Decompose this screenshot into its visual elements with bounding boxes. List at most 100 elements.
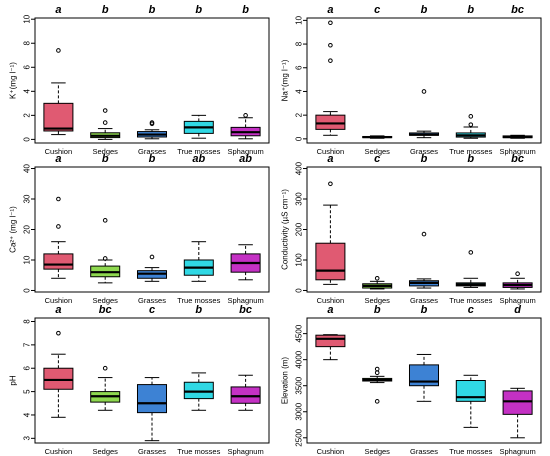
box-sphagnum: d Sphagnum xyxy=(499,304,535,456)
y-tick-label: 4500 xyxy=(295,324,304,342)
plot-frame xyxy=(306,317,542,444)
y-axis-label: Na⁺(mg l⁻¹) xyxy=(281,59,290,101)
box-sedges: b Sedges xyxy=(362,304,393,456)
outlier-point xyxy=(56,224,61,229)
x-tick-label: Cushion xyxy=(317,296,345,305)
y-tick-label: 3000 xyxy=(295,402,304,420)
x-tick-label: Grasses xyxy=(138,296,166,305)
y-tick-label: 40 xyxy=(23,164,32,173)
x-tick-label: Grasses xyxy=(138,447,166,456)
x-tick-label: Cushion xyxy=(317,447,345,456)
y-tick-label: 6 xyxy=(23,365,32,370)
x-tick-label: True mosses xyxy=(177,296,220,305)
panel-elev: 2500 3000 3500 4000 4500 Elevation (m) a Cushio… xyxy=(281,304,542,456)
y-tick-label: 3 xyxy=(23,436,32,441)
box-sedges: bc Sedges xyxy=(90,304,121,456)
outlier-point xyxy=(56,196,61,202)
outlier-point xyxy=(102,108,108,113)
box-body xyxy=(315,114,346,130)
outlier-point xyxy=(149,120,155,125)
group-letter: ab xyxy=(239,153,252,165)
x-tick-label: Sedges xyxy=(92,447,118,456)
outlier-point xyxy=(149,254,155,260)
group-letter: bc xyxy=(239,304,252,316)
outlier-point xyxy=(328,42,333,48)
outlier-point xyxy=(102,120,108,125)
y-tick-label: 200 xyxy=(295,222,304,236)
group-letter: d xyxy=(514,304,521,316)
x-tick-label: True mosses xyxy=(449,447,492,456)
y-tick-label: 4 xyxy=(23,412,32,417)
group-letter: c xyxy=(374,153,380,165)
y-tick-label: 300 xyxy=(295,192,304,206)
group-letter: b xyxy=(195,4,202,16)
outlier-point xyxy=(468,114,474,119)
y-tick-label: 10 xyxy=(23,255,32,264)
plot-frame xyxy=(34,17,270,144)
box-cushion: a Cushion xyxy=(315,153,346,305)
box-sphagnum: bc Sphagnum xyxy=(499,4,535,156)
panel-ph: 3 4 5 6 7 8 pH a Cushion bc Sedges c Grasses b True mo… xyxy=(9,304,270,456)
group-letter: b xyxy=(149,4,156,16)
box-body xyxy=(183,381,214,400)
box-body xyxy=(315,242,346,281)
y-tick-label: 8 xyxy=(295,41,304,46)
outlier-point xyxy=(102,365,108,371)
x-tick-label: Sphagnum xyxy=(499,296,535,305)
y-tick-label: 5 xyxy=(23,389,32,394)
box-true-mosses: b True mosses xyxy=(449,153,492,305)
panel-k: 0 2 4 6 8 10 K⁺(mg l⁻¹) a Cushion b Sedges b Grasses… xyxy=(9,4,270,156)
group-letter: bc xyxy=(99,304,112,316)
box-true-mosses: b True mosses xyxy=(177,4,220,156)
y-tick-label: 7 xyxy=(23,342,32,347)
x-tick-label: Sedges xyxy=(364,147,390,156)
x-tick-label: Grasses xyxy=(410,296,438,305)
group-letter: c xyxy=(149,304,155,316)
box-sedges: c Sedges xyxy=(362,153,393,305)
outlier-point xyxy=(421,231,427,237)
x-tick-label: Sedges xyxy=(364,447,390,456)
outlier-point xyxy=(421,89,427,94)
outlier-point xyxy=(56,48,61,53)
y-tick-label: 10 xyxy=(295,15,304,24)
box-body xyxy=(315,334,346,348)
y-tick-label: 4000 xyxy=(295,350,304,368)
y-tick-label: 0 xyxy=(295,288,304,293)
group-letter: c xyxy=(468,304,474,316)
box-body xyxy=(43,253,74,270)
outlier-point xyxy=(328,58,333,63)
x-tick-label: Cushion xyxy=(45,447,73,456)
box-sphagnum: bc Sphagnum xyxy=(227,304,263,456)
group-letter: ab xyxy=(192,153,205,165)
box-grasses: b Grasses xyxy=(408,153,440,305)
box-cushion: a Cushion xyxy=(43,153,74,305)
outlier-point xyxy=(374,366,380,372)
y-axis-label: Ca²⁺ (mg l⁻¹) xyxy=(9,206,18,253)
outlier-point xyxy=(56,330,61,336)
box-cushion: a Cushion xyxy=(315,304,346,456)
group-letter: b xyxy=(421,153,428,165)
box-grasses: b Grasses xyxy=(408,304,440,456)
box-grasses: b Grasses xyxy=(408,4,440,156)
y-tick-label: 8 xyxy=(23,40,32,45)
outlier-point xyxy=(243,113,248,118)
box-cushion: a Cushion xyxy=(315,4,346,156)
x-tick-label: True mosses xyxy=(449,296,492,305)
y-tick-label: 400 xyxy=(295,161,304,175)
outlier-point xyxy=(374,399,380,404)
box-body xyxy=(43,102,74,132)
box-true-mosses: b True mosses xyxy=(177,304,220,456)
outlier-point xyxy=(102,256,108,261)
x-tick-label: Sedges xyxy=(92,147,118,156)
group-letter: b xyxy=(421,304,428,316)
outlier-point xyxy=(468,250,474,255)
group-letter: b xyxy=(242,4,249,16)
outlier-point xyxy=(374,370,380,375)
x-tick-label: Sedges xyxy=(364,296,390,305)
group-letter: a xyxy=(55,304,61,316)
y-tick-label: 4 xyxy=(295,89,304,94)
y-tick-label: 2 xyxy=(295,112,304,117)
box-grasses: b Grasses xyxy=(136,4,168,156)
group-letter: c xyxy=(374,4,380,16)
